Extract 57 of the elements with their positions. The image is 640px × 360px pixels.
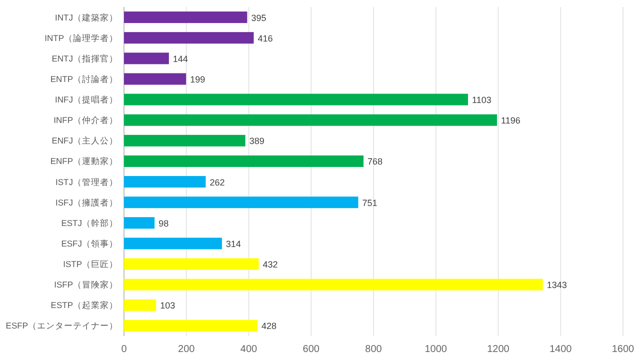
- data-label: 428: [261, 321, 277, 332]
- bar: [124, 238, 222, 250]
- x-tick-label: 1000: [424, 344, 448, 355]
- x-tick-label: 200: [178, 344, 196, 355]
- bar: [124, 12, 248, 24]
- data-label: 1343: [546, 280, 567, 290]
- y-tick-label: ISTP（巨匠）: [63, 259, 118, 270]
- y-tick-label: ISFP（冒険家）: [54, 280, 118, 290]
- bar: [124, 155, 364, 167]
- y-tick-label: ESTP（起業家）: [50, 300, 118, 310]
- y-tick-label: ENTP（討論者）: [50, 74, 118, 84]
- y-tick-label: ENTJ（指揮官）: [52, 53, 118, 64]
- x-tick-label: 0: [121, 344, 128, 355]
- bar: [124, 320, 258, 332]
- data-label: 768: [368, 156, 383, 167]
- data-label: 1103: [472, 95, 492, 106]
- bar: [124, 134, 246, 146]
- bar: [124, 299, 156, 311]
- bar: [124, 32, 254, 44]
- data-label: 751: [362, 198, 378, 208]
- y-tick-label: ISTJ（管理者）: [56, 176, 118, 187]
- x-tick-label: 1600: [612, 344, 635, 355]
- bar: [124, 94, 468, 106]
- data-label: 432: [262, 260, 278, 270]
- data-label: 314: [226, 238, 241, 249]
- data-label: 144: [172, 54, 188, 64]
- y-tick-label: ENFP（運動家）: [50, 156, 118, 166]
- bar: [124, 258, 259, 270]
- data-label: 1196: [501, 116, 520, 126]
- y-tick-label: INTJ（建築家）: [55, 12, 118, 22]
- y-tick-label: INTP（論理学者）: [44, 32, 118, 43]
- y-tick-label: ESFJ（領事）: [61, 238, 118, 248]
- data-label: 98: [158, 218, 169, 228]
- x-tick-label: 1400: [550, 344, 572, 355]
- x-tick-label: 600: [302, 344, 320, 355]
- data-label: 103: [160, 300, 176, 311]
- bar: [124, 217, 155, 229]
- data-label: 416: [258, 33, 273, 44]
- x-tick-label: 1200: [487, 344, 510, 355]
- bar: [124, 176, 206, 188]
- bar: [124, 196, 358, 208]
- data-label: 389: [249, 136, 264, 146]
- data-label: 199: [190, 74, 206, 84]
- y-tick-label: ESFP（エンターテイナー）: [6, 320, 118, 331]
- y-tick-label: ISFJ（擁護者）: [56, 197, 118, 208]
- y-tick-label: ESTJ（幹部）: [61, 218, 118, 228]
- y-tick-label: INFP（仲介者）: [54, 115, 118, 126]
- x-tick-label: 800: [365, 344, 382, 355]
- y-tick-label: ENFJ（主人公）: [52, 136, 118, 146]
- bar: [124, 73, 186, 85]
- bar: [124, 114, 498, 126]
- y-tick-label: INFJ（提唱者）: [55, 94, 118, 105]
- x-tick-label: 400: [240, 344, 258, 355]
- bar: [124, 278, 543, 290]
- data-label: 262: [210, 177, 225, 188]
- data-label: 395: [251, 12, 266, 23]
- bar: [124, 52, 169, 64]
